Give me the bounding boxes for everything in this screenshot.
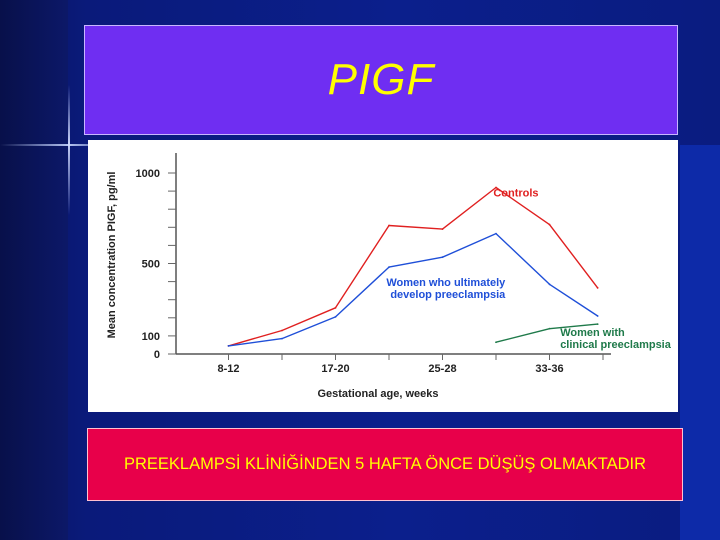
- series-point-2: [495, 341, 497, 344]
- y-tick-label: 500: [142, 259, 160, 271]
- series-point-1: [441, 256, 444, 259]
- chart-panel: Mean concentration PIGF, pg/ml Gestation…: [88, 140, 678, 412]
- x-tick-label: 33-36: [535, 363, 563, 375]
- series-point-1: [548, 283, 551, 286]
- x-tick-label: 8-12: [217, 363, 239, 375]
- series-point-0: [334, 306, 337, 309]
- y-axis-label: Mean concentration PIGF, pg/ml: [106, 172, 118, 339]
- sparkle-vertical: [68, 85, 70, 215]
- caption-box: PREEKLAMPSİ KLİNİĞİNDEN 5 HAFTA ÖNCE DÜŞ…: [87, 428, 683, 501]
- series-layer: [227, 186, 599, 347]
- left-background-band: [0, 0, 68, 540]
- series-point-0: [548, 223, 551, 226]
- title-box: PIGF: [84, 25, 678, 135]
- slide-caption: PREEKLAMPSİ KLİNİĞİNDEN 5 HAFTA ÖNCE DÜŞ…: [124, 455, 646, 473]
- series-point-0: [388, 224, 390, 227]
- series-point-0: [495, 186, 497, 189]
- x-tick-label: 17-20: [321, 363, 349, 375]
- series-annotation-1: Women who ultimately develop preeclampsia: [386, 277, 506, 301]
- series-point-0: [441, 228, 444, 231]
- y-tick-label: 100: [142, 331, 160, 343]
- right-background-band: [680, 145, 720, 540]
- annotation-line: Women with: [560, 327, 625, 339]
- series-line-0: [228, 186, 599, 347]
- series-point-1: [388, 266, 390, 269]
- series-line-1: [228, 232, 599, 347]
- series-point-1: [227, 344, 230, 347]
- y-tick-label: 1000: [136, 168, 160, 180]
- series-point-1: [495, 232, 497, 235]
- series-point-0: [281, 329, 283, 332]
- series-point-2: [548, 327, 551, 330]
- y-tick-label: 0: [154, 349, 160, 361]
- x-axis-label: Gestational age, weeks: [317, 388, 438, 400]
- series-point-2: [596, 323, 599, 326]
- annotation-line: clinical preeclampsia: [560, 339, 672, 351]
- chart-axes: 0 100 500 1000 8-12 17-20 25-28 33-36: [136, 153, 611, 375]
- annotation-layer: Controls Women who ultimately develop pree…: [386, 188, 671, 351]
- series-annotation-0: Controls: [493, 188, 538, 200]
- series-point-1: [334, 315, 337, 318]
- annotation-line: Controls: [493, 188, 538, 200]
- annotation-line: Women who ultimately: [386, 277, 506, 289]
- slide-title: PIGF: [327, 55, 435, 104]
- series-point-1: [281, 337, 283, 340]
- series-point-1: [596, 315, 599, 317]
- x-tick-label: 25-28: [428, 363, 456, 375]
- series-point-0: [596, 287, 599, 289]
- sparkle-horizontal: [0, 144, 125, 146]
- annotation-line: develop preeclampsia: [390, 289, 506, 301]
- pigf-line-chart: Mean concentration PIGF, pg/ml Gestation…: [106, 153, 672, 400]
- series-annotation-2: Women with clinical preeclampsia: [560, 327, 672, 351]
